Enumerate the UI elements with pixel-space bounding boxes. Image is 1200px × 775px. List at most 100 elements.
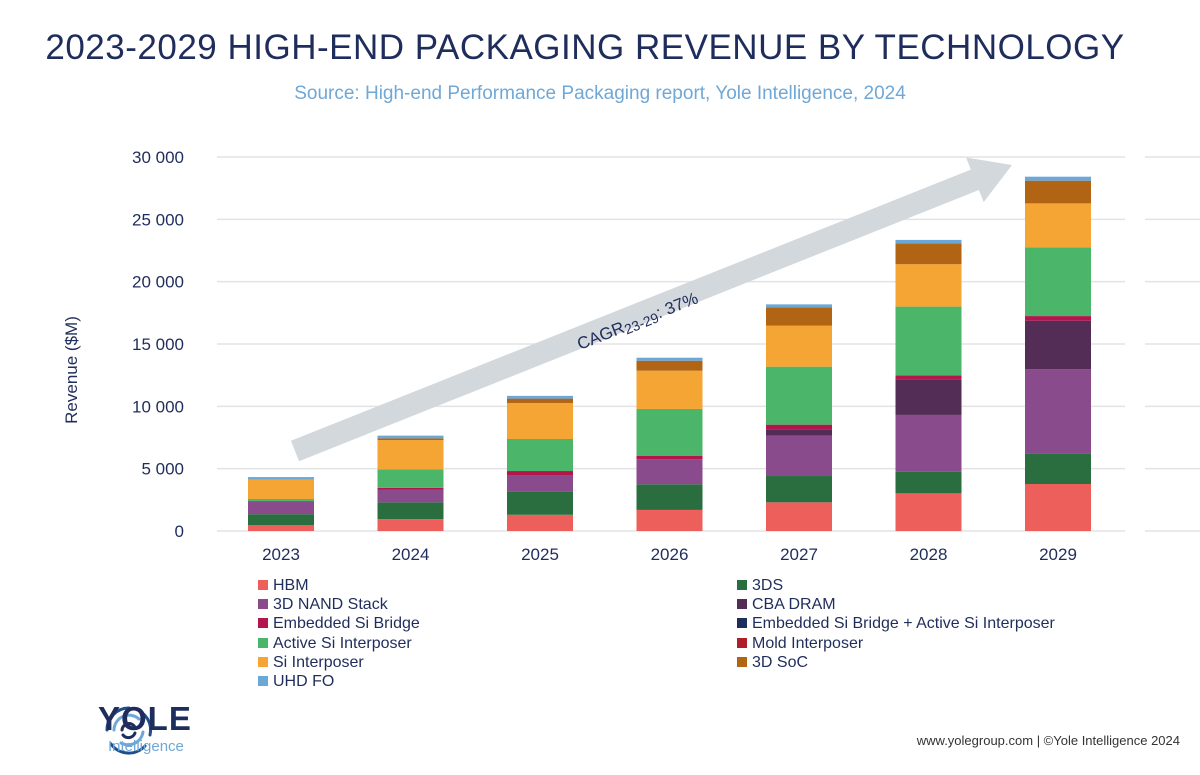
legend-item: 3D SoC	[737, 654, 808, 672]
bar-segment-hbm	[377, 519, 444, 531]
bar-segment-3ds	[507, 491, 573, 515]
bar-segment-3d-nand-stack	[507, 475, 573, 492]
logo-word: YOLE	[98, 700, 192, 737]
bar-segment-active-si-interposer	[766, 366, 832, 425]
bar-segment-active-si-interposer	[636, 408, 703, 456]
legend-label: HBM	[273, 577, 309, 594]
legend-item: CBA DRAM	[737, 596, 836, 614]
y-axis-label: Revenue ($M)	[62, 316, 81, 424]
x-tick-label: 2028	[910, 545, 948, 564]
bar-segment-si-interposer	[766, 325, 832, 367]
bar-segment-si-interposer	[377, 439, 444, 470]
y-tick-label: 25 000	[132, 210, 184, 229]
bar-segment-3d-soc	[766, 307, 832, 326]
legend-label: Embedded Si Bridge + Active Si Interpose…	[752, 615, 1055, 633]
legend-swatch	[258, 656, 268, 667]
bar-segment-active-si-interposer	[895, 306, 962, 376]
legend-label: CBA DRAM	[752, 596, 836, 614]
bar-segment-embedded-si-bridge	[507, 471, 573, 476]
bar-2026	[636, 357, 703, 531]
legend-item: Active Si Interposer	[258, 635, 412, 653]
legend-swatch	[258, 599, 268, 610]
bar-segment-3ds	[636, 484, 703, 510]
bar-segment-3d-nand-stack	[766, 435, 832, 477]
bar-segment-si-interposer	[507, 402, 573, 439]
bar-segment-embedded-si-bridge	[377, 487, 444, 490]
bar-2029	[1025, 176, 1091, 531]
bar-2023	[248, 477, 314, 531]
legend-item: Embedded Si Bridge	[258, 615, 420, 633]
bar-segment-3ds	[1025, 453, 1091, 485]
legend-label: UHD FO	[273, 673, 335, 690]
bar-segment-hbm	[507, 514, 573, 531]
bar-segment-embedded-si-bridge	[895, 375, 962, 380]
legend-label: Active Si Interposer	[273, 634, 412, 652]
logo-sub: Intelligence	[108, 738, 184, 755]
bar-segment-hbm	[248, 525, 314, 531]
bar-segment-uhd-fo	[377, 435, 444, 439]
bar-segment-uhd-fo	[636, 357, 703, 361]
bar-segment-embedded-si-bridge	[636, 455, 703, 460]
legend-swatch	[258, 618, 268, 629]
bar-segment-3ds	[895, 471, 962, 494]
bar-segment-embedded-si-bridge	[766, 424, 832, 430]
bar-segment-active-si-interposer	[377, 469, 444, 488]
bar-segment-si-interposer	[636, 370, 703, 409]
bar-segment-si-interposer	[1025, 203, 1091, 248]
x-tick-label: 2026	[651, 545, 689, 564]
bar-segment-hbm	[895, 493, 962, 531]
bar-segment-3ds	[377, 502, 444, 520]
bar-segment-3ds	[248, 514, 314, 526]
bar-segment-uhd-fo	[895, 239, 962, 244]
bar-segment-cba-dram	[1025, 320, 1091, 370]
bar-segment-3d-soc	[1025, 180, 1091, 204]
x-tick-label: 2025	[521, 545, 559, 564]
bar-2024	[377, 435, 444, 531]
x-tick-label: 2023	[262, 545, 300, 564]
x-tick-label: 2029	[1039, 545, 1077, 564]
legend-swatch	[737, 656, 747, 667]
legend-item: HBM	[258, 577, 309, 595]
chart-subtitle: Source: High-end Performance Packaging r…	[294, 83, 906, 104]
legend-swatch	[737, 637, 747, 648]
bar-segment-embedded-si-bridge	[1025, 316, 1091, 321]
bar-segment-active-si-interposer	[507, 438, 573, 472]
bar-2027	[766, 304, 832, 531]
bar-segment-3d-soc	[895, 243, 962, 265]
legend-label: 3DS	[752, 577, 784, 594]
legend-label: Mold Interposer	[752, 634, 864, 652]
bar-segment-3d-soc	[507, 398, 573, 403]
bar-segment-uhd-fo	[1025, 176, 1091, 181]
y-tick-label: 10 000	[132, 397, 184, 416]
legend-item: 3D NAND Stack	[258, 596, 388, 614]
y-tick-label: 5 000	[141, 460, 184, 479]
bar-segment-cba-dram	[766, 429, 832, 436]
legend-label: 3D SoC	[752, 653, 809, 671]
y-tick-label: 20 000	[132, 273, 184, 292]
y-tick-label: 15 000	[132, 335, 184, 354]
legend-swatch	[737, 599, 747, 610]
legend-item: 3DS	[737, 577, 783, 595]
legend-item: Embedded Si Bridge + Active Si Interpose…	[737, 615, 1055, 633]
bar-segment-3d-soc	[377, 438, 444, 440]
legend-item: Si Interposer	[258, 654, 364, 672]
bar-segment-si-interposer	[248, 479, 314, 499]
legend-label: Embedded Si Bridge	[273, 615, 420, 633]
bar-segment-si-interposer	[895, 264, 962, 307]
yole-logo-icon	[105, 706, 153, 755]
legend-label: 3D NAND Stack	[273, 596, 388, 614]
legend-swatch	[737, 618, 747, 629]
bar-segment-3d-nand-stack	[377, 489, 444, 503]
bar-segment-3d-nand-stack	[895, 414, 962, 472]
bar-segment-hbm	[1025, 484, 1091, 531]
bar-segment-3ds	[766, 476, 832, 503]
x-tick-label: 2024	[392, 545, 430, 564]
legend-label: Si Interposer	[273, 653, 364, 671]
bar-segment-uhd-fo	[766, 304, 832, 308]
bar-2028	[895, 239, 962, 531]
legend-swatch	[737, 580, 747, 590]
bar-segment-3d-soc	[636, 360, 703, 371]
bar-segment-cba-dram	[895, 379, 962, 415]
bar-segment-3d-nand-stack	[248, 501, 314, 515]
